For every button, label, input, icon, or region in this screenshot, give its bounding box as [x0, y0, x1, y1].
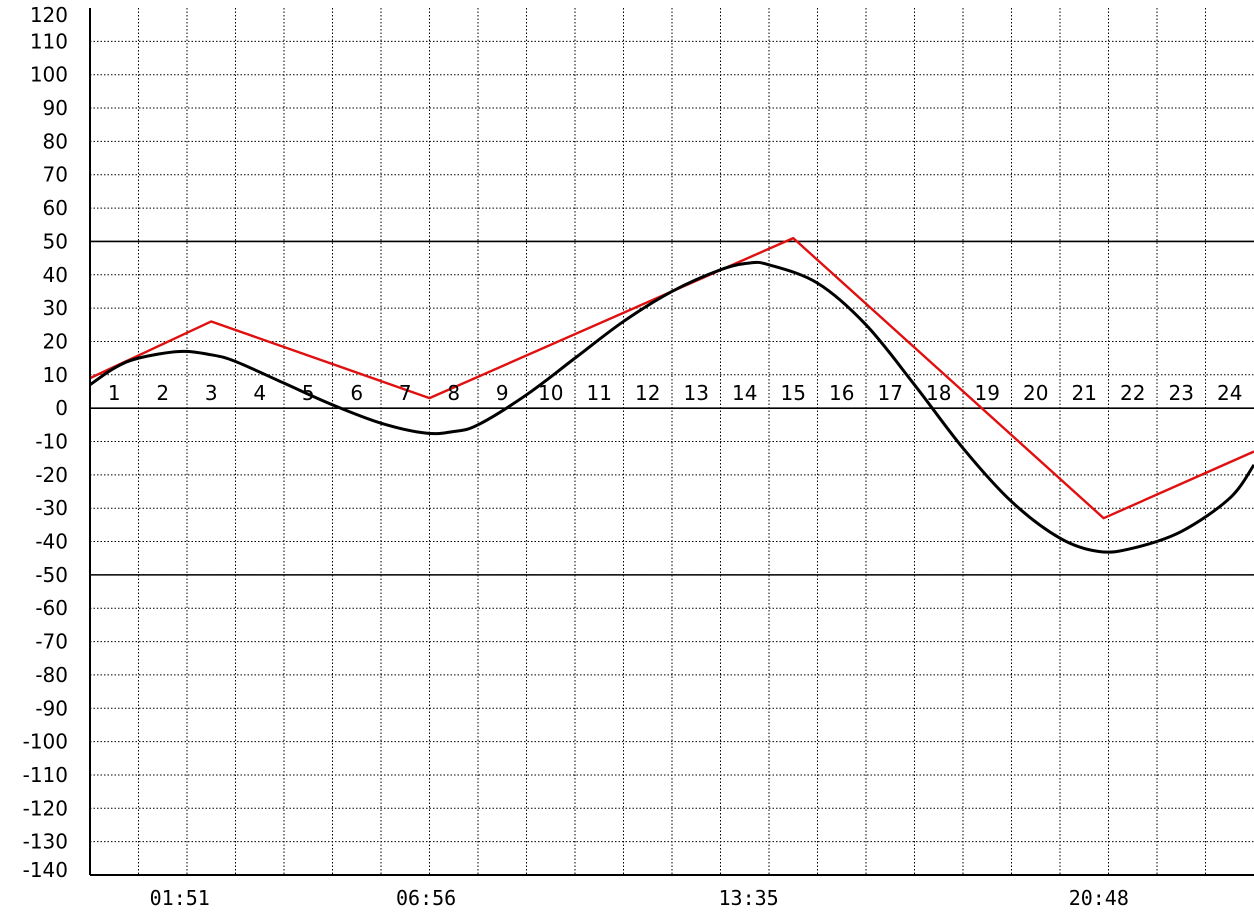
reference-lines [90, 240, 1254, 576]
y-tick-label: 80 [43, 129, 68, 153]
hour-label: 7 [399, 381, 412, 405]
y-tick-label: 50 [43, 229, 68, 253]
y-tick-label: 120 [30, 3, 68, 27]
hour-label: 9 [496, 381, 509, 405]
hour-label: 8 [447, 381, 460, 405]
hour-label: 22 [1120, 381, 1145, 405]
hour-label: 4 [253, 381, 266, 405]
extreme-time-label: 06:56 [396, 886, 456, 910]
y-tick-label: 90 [43, 96, 68, 120]
y-tick-label: 100 [30, 63, 68, 87]
hour-label: 23 [1169, 381, 1194, 405]
hour-labels: 1 2 3 4 5 6 7 8 9 10 11 12 13 14 15 16 17 18 19 20 21 22 23 24 [108, 381, 1243, 405]
y-tick-label: 60 [43, 196, 68, 220]
y-tick-label: -140 [23, 858, 68, 882]
hour-label: 14 [732, 381, 757, 405]
y-tick-label: -90 [35, 696, 68, 720]
hour-label: 17 [878, 381, 903, 405]
plot-frame [89, 8, 1254, 876]
extreme-time-label: 01:51 [150, 886, 210, 910]
extreme-time-label: 13:35 [719, 886, 779, 910]
y-tick-label: -120 [23, 796, 68, 820]
y-tick-label: -80 [35, 663, 68, 687]
y-tick-label: 30 [43, 296, 68, 320]
hour-label: 12 [635, 381, 660, 405]
hour-label: 5 [302, 381, 315, 405]
hour-label: 20 [1023, 381, 1048, 405]
hour-label: 1 [108, 381, 121, 405]
y-tick-label: 40 [43, 263, 68, 287]
y-tick-label: 70 [43, 163, 68, 187]
grid-lines [90, 8, 1254, 875]
extreme-time-labels: 01:51 06:56 13:35 20:48 [150, 886, 1129, 910]
hour-label: 21 [1072, 381, 1097, 405]
hour-label: 19 [975, 381, 1000, 405]
hour-label: 24 [1217, 381, 1242, 405]
y-tick-label: -10 [35, 430, 68, 454]
hour-label: 18 [926, 381, 951, 405]
hour-label: 11 [587, 381, 612, 405]
hour-label: 6 [350, 381, 363, 405]
y-tick-label: -40 [35, 530, 68, 554]
hour-label: 10 [538, 381, 563, 405]
hour-label: 13 [684, 381, 709, 405]
y-tick-label: -50 [35, 563, 68, 587]
y-tick-label: 110 [30, 29, 68, 53]
y-tick-label: -130 [23, 830, 68, 854]
y-tick-label: -110 [23, 763, 68, 787]
hour-label: 16 [829, 381, 854, 405]
y-axis-tick-labels: 1201101009080706050403020100-10-20-30-40… [23, 3, 68, 882]
hour-label: 3 [205, 381, 218, 405]
extreme-time-label: 20:48 [1069, 886, 1129, 910]
y-tick-label: 10 [43, 363, 68, 387]
y-tick-label: -70 [35, 630, 68, 654]
y-tick-label: 20 [43, 329, 68, 353]
y-tick-label: -30 [35, 496, 68, 520]
y-tick-label: -60 [35, 596, 68, 620]
series-line-2 [89, 260, 1254, 554]
hour-label: 15 [781, 381, 806, 405]
series-line-1 [89, 236, 1254, 520]
series-lines [89, 236, 1254, 554]
y-tick-label: 0 [55, 396, 68, 420]
y-tick-label: -100 [23, 730, 68, 754]
y-tick-label: -20 [35, 463, 68, 487]
hour-label: 2 [156, 381, 169, 405]
